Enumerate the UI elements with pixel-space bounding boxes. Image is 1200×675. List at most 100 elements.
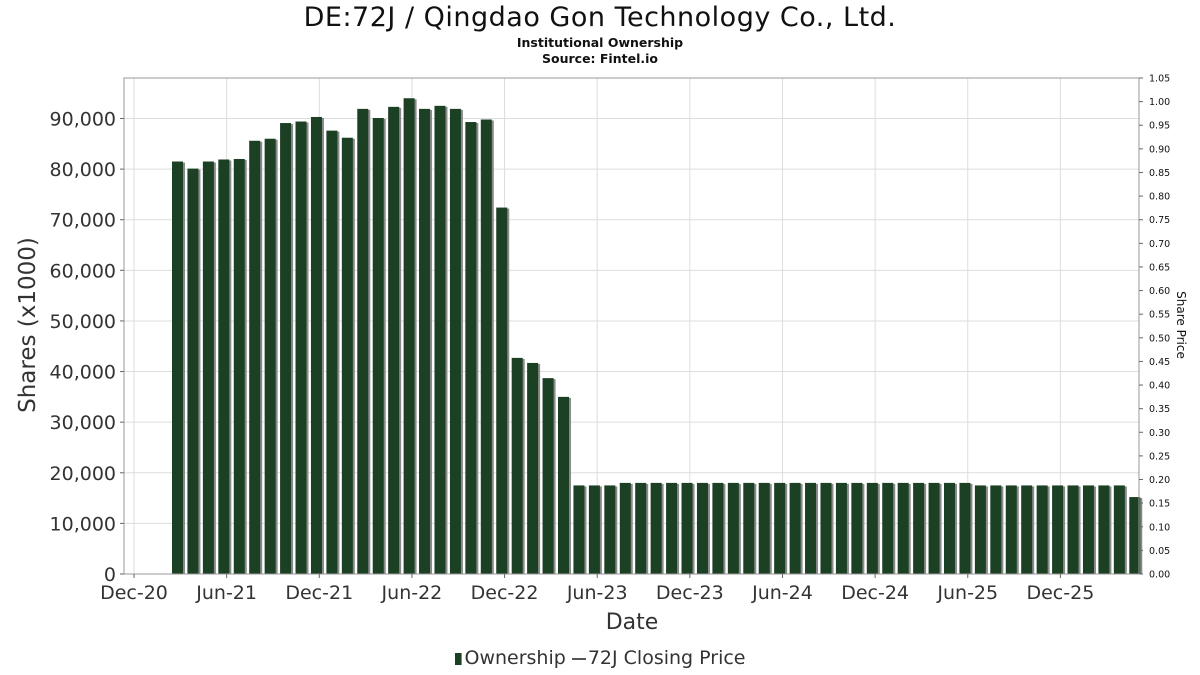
ownership-bar [573,485,585,574]
chart-subtitle: Institutional Ownership [516,35,684,50]
ownership-bar [635,482,647,574]
x-tick-label: Jun-25 [936,582,998,604]
ownership-bar [403,98,415,574]
y2-tick-label: 0.75 [1149,215,1170,226]
ownership-bar [851,482,863,574]
y2-tick-label: 0.90 [1149,144,1170,155]
y-tick-label: 90,000 [50,108,116,130]
y2-tick-label: 0.45 [1149,357,1170,368]
x-tick-label: Jun-23 [566,582,628,604]
y-tick-label: 50,000 [50,311,116,333]
ownership-bar [527,362,539,574]
ownership-bar [820,482,832,574]
y-tick-label: 30,000 [50,412,116,434]
y2-tick-label: 0.70 [1149,239,1170,250]
ownership-bar [789,482,801,574]
x-tick-label: Dec-20 [100,582,168,604]
ownership-bar [928,482,940,574]
ownership-bar [202,161,214,575]
ownership-bar [496,207,508,574]
ownership-bar [264,138,276,575]
ownership-bar [774,482,786,574]
ownership-bar [1113,485,1125,574]
ownership-bar [542,378,554,574]
ownership-bar [1098,485,1110,574]
y2-tick-label: 0.80 [1149,192,1170,203]
y2-tick-label: 0.85 [1149,168,1170,179]
ownership-bar [233,158,245,574]
y2-tick-label: 0.10 [1149,522,1170,533]
ownership-bar [1082,485,1094,574]
y2-tick-label: 0.05 [1149,546,1170,557]
y2-tick-label: 1.05 [1149,74,1170,85]
ownership-bar [681,482,693,574]
ownership-bar [249,140,261,574]
y2-tick-label: 1.00 [1149,97,1170,108]
y2-tick-label: 0.25 [1149,451,1170,462]
y2-tick-label: 0.50 [1149,333,1170,344]
x-tick-label: Jun-22 [381,582,443,604]
ownership-bar [1036,485,1048,574]
ownership-bar [172,161,183,575]
ownership-bar [990,485,1002,574]
ownership-bar [326,130,338,575]
ownership-bar [805,482,817,574]
y-tick-label: 80,000 [50,159,116,181]
y2-tick-label: 0.20 [1149,475,1170,486]
y2-tick-label: 0.30 [1149,428,1170,439]
ownership-bar [1005,485,1017,574]
y2-tick-label: 0.00 [1149,570,1170,581]
chart-source: Source: Fintel.io [542,51,658,66]
ownership-bar [357,108,369,574]
ownership-bar [187,168,199,574]
chart-title: DE:72J / Qingdao Gon Technology Co., Ltd… [303,2,897,33]
ownership-bar [619,482,631,574]
x-tick-label: Jun-24 [751,582,813,604]
y2-axis-title: Share Price [1174,291,1188,359]
ownership-bar [218,159,230,574]
y2-tick-label: 0.15 [1149,499,1170,510]
y-tick-label: 40,000 [50,362,116,384]
ownership-bar [388,106,400,575]
ownership-bar [604,485,616,574]
x-tick-label: Dec-22 [471,582,539,604]
ownership-bar [650,482,662,574]
ownership-bar [449,108,461,574]
ownership-bar [712,482,724,574]
ownership-bar [480,119,492,574]
ownership-bar [1052,485,1064,574]
y2-tick-label: 0.60 [1149,286,1170,297]
ownership-bar [511,357,523,574]
ownership-bar [913,482,925,574]
ownership-bar [882,482,894,574]
x-tick-label: Dec-25 [1026,582,1094,604]
y-tick-label: 70,000 [50,210,116,232]
ownership-bar [280,123,292,575]
ownership-bar [758,482,770,574]
x-axis-title: Date [606,610,659,635]
ownership-bar [588,485,600,574]
ownership-bar [666,482,678,574]
x-tick-label: Jun-21 [195,582,257,604]
ownership-bar [1067,485,1079,574]
y2-tick-label: 0.35 [1149,404,1170,415]
ownership-bar [727,482,739,574]
ownership-bar [1021,485,1033,574]
x-tick-label: Dec-23 [656,582,724,604]
ownership-bar [696,482,708,574]
ownership-bar [419,108,431,574]
y-tick-label: 10,000 [50,513,116,535]
legend-price-label: 72J Closing Price [587,647,746,669]
legend-ownership-label: Ownership [464,647,566,669]
y2-tick-label: 0.65 [1149,262,1170,273]
chart-legend: Ownership 72J Closing Price [0,647,1200,669]
ownership-bar [341,137,353,574]
ownership-bar [558,396,569,574]
x-tick-label: Dec-21 [285,582,353,604]
y-tick-label: 60,000 [50,260,116,282]
y-tick-label: 20,000 [50,463,116,485]
x-tick-label: Dec-24 [841,582,909,604]
ownership-bar [944,482,955,574]
ownership-bar [959,482,971,574]
ownership-bar [835,482,847,574]
